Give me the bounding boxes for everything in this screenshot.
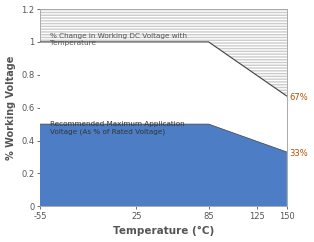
Text: % Change in Working DC Voltage with
Temperature: % Change in Working DC Voltage with Temp… — [50, 33, 187, 46]
Y-axis label: % Working Voltage: % Working Voltage — [6, 55, 16, 160]
Text: Recommended Maximum Application
Voltage (As % of Rated Voltage): Recommended Maximum Application Voltage … — [50, 121, 184, 136]
X-axis label: Temperature (°C): Temperature (°C) — [113, 226, 214, 236]
